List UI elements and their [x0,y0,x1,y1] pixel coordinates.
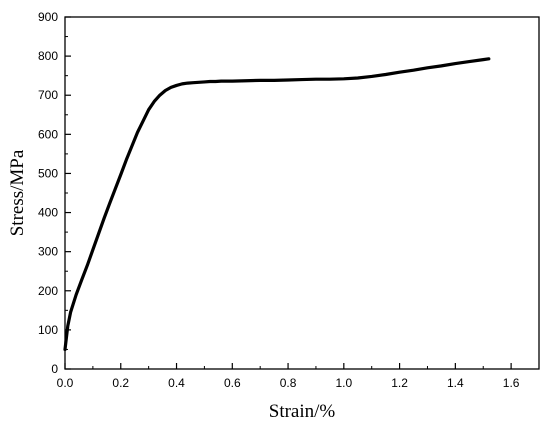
stress-strain-curve [63,57,491,352]
y-tick-label: 800 [38,49,58,63]
x-tick-label: 0.6 [224,376,241,390]
y-axis-title: Stress/MPa [7,149,28,236]
x-tick-label: 0.8 [280,376,297,390]
y-tick-label: 100 [38,323,58,337]
y-tick-label: 0 [51,362,58,376]
y-tick-label: 400 [38,206,58,220]
x-tick-label: 1.6 [503,376,520,390]
y-axis-ticks: 0 100 200 300 400 500 600 700 800 900 [38,10,71,376]
x-tick-label: 0.0 [57,376,74,390]
plot-frame [64,16,540,370]
y-tick-label: 300 [38,245,58,259]
x-axis-ticks: 0.0 0.2 0.4 0.6 0.8 1.0 1.2 1.4 1.6 [57,363,520,390]
y-tick-label: 900 [38,10,58,24]
x-tick-label: 1.0 [335,376,352,390]
x-axis-title: Strain/% [269,401,336,422]
x-tick-label: 0.4 [168,376,185,390]
y-tick-label: 700 [38,88,58,102]
x-tick-label: 1.4 [447,376,464,390]
y-tick-label: 600 [38,127,58,141]
x-tick-label: 0.2 [112,376,129,390]
y-tick-label: 500 [38,166,58,180]
y-tick-label: 200 [38,284,58,298]
x-tick-label: 1.2 [391,376,408,390]
